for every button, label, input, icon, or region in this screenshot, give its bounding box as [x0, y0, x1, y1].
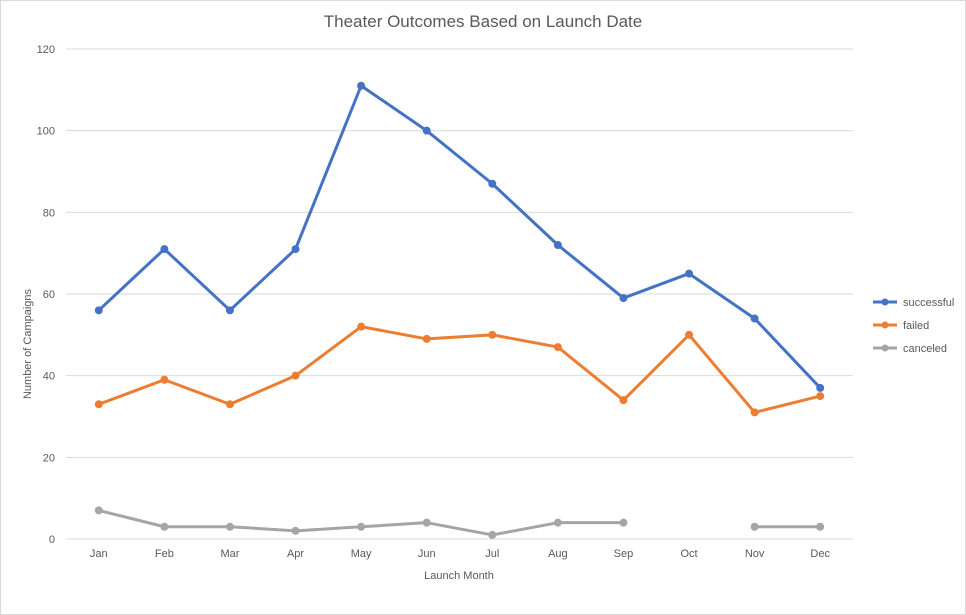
y-axis-ticks: 0 20 40 60 80 100 120: [37, 44, 55, 546]
data-point-canceled: [619, 518, 628, 527]
legend-label: failed: [903, 320, 929, 332]
data-point-failed: [357, 322, 366, 331]
data-point-failed: [553, 343, 562, 352]
x-tick-label: Oct: [680, 548, 697, 560]
gridlines: [66, 48, 853, 540]
y-axis-title: Number of Campaigns: [22, 288, 34, 399]
data-point-canceled: [553, 518, 562, 527]
x-tick-label: Aug: [548, 548, 568, 560]
x-tick-label: May: [351, 548, 372, 560]
y-tick-label: 0: [49, 534, 55, 546]
x-axis-title: Launch Month: [424, 570, 494, 582]
x-tick-label: Jul: [485, 548, 499, 560]
x-tick-label: Sep: [614, 548, 634, 560]
data-point-successful: [291, 245, 300, 254]
chart-title: Theater Outcomes Based on Launch Date: [324, 12, 642, 31]
data-point-successful: [553, 241, 562, 249]
data-point-successful: [816, 383, 825, 392]
series-line-canceled: [97, 508, 625, 537]
legend-item-failed: failed: [873, 320, 929, 332]
series-line-successful: [97, 84, 822, 390]
data-point-failed: [291, 371, 300, 380]
data-point-failed: [422, 334, 431, 343]
series-successful: [94, 81, 825, 392]
data-point-canceled: [422, 518, 431, 527]
data-point-failed: [816, 392, 825, 401]
data-point-canceled: [750, 522, 759, 531]
data-point-successful: [160, 245, 169, 254]
data-point-successful: [619, 294, 628, 303]
data-point-canceled: [291, 526, 300, 535]
data-point-canceled: [357, 522, 366, 531]
data-point-successful: [488, 179, 497, 188]
legend-marker: [881, 321, 889, 329]
data-point-canceled: [225, 522, 234, 531]
x-tick-label: Dec: [810, 548, 830, 560]
x-tick-label: Nov: [745, 548, 765, 560]
data-point-failed: [225, 400, 234, 409]
data-point-canceled: [160, 522, 169, 531]
x-tick-label: Jun: [418, 548, 436, 560]
x-tick-label: Apr: [287, 548, 304, 560]
legend-label: successful: [903, 297, 954, 309]
y-tick-label: 100: [37, 126, 55, 138]
y-tick-label: 20: [43, 452, 55, 464]
y-tick-label: 120: [37, 44, 55, 56]
data-point-failed: [750, 408, 759, 417]
legend-item-canceled: canceled: [873, 343, 947, 355]
legend: successful failed canceled: [873, 297, 954, 355]
legend-marker: [881, 298, 889, 306]
series-layer: [94, 81, 825, 539]
data-point-successful: [357, 81, 366, 90]
data-point-canceled: [816, 522, 825, 531]
series-failed: [94, 322, 825, 417]
data-point-failed: [488, 330, 497, 339]
legend-label: canceled: [903, 343, 947, 355]
data-point-successful: [685, 269, 694, 278]
legend-item-successful: successful: [873, 297, 954, 309]
y-tick-label: 80: [43, 207, 55, 219]
x-tick-label: Mar: [220, 548, 239, 560]
x-tick-label: Jan: [90, 548, 108, 560]
y-tick-label: 60: [43, 289, 55, 301]
data-point-successful: [225, 306, 234, 315]
series-line-failed: [97, 325, 822, 414]
data-point-successful: [422, 126, 431, 135]
data-point-failed: [94, 400, 103, 409]
data-point-successful: [750, 314, 759, 323]
legend-marker: [881, 344, 889, 352]
series-canceled: [94, 506, 825, 539]
data-point-failed: [619, 396, 628, 405]
y-tick-label: 40: [43, 371, 55, 383]
data-point-canceled: [94, 506, 103, 515]
data-point-failed: [685, 330, 694, 339]
x-axis-ticks: Jan Feb Mar Apr May Jun Jul Aug Sep Oct Nov Dec: [90, 548, 831, 560]
data-point-successful: [94, 306, 103, 315]
x-tick-label: Feb: [155, 548, 174, 560]
data-point-failed: [160, 375, 169, 384]
data-point-canceled: [488, 530, 497, 539]
